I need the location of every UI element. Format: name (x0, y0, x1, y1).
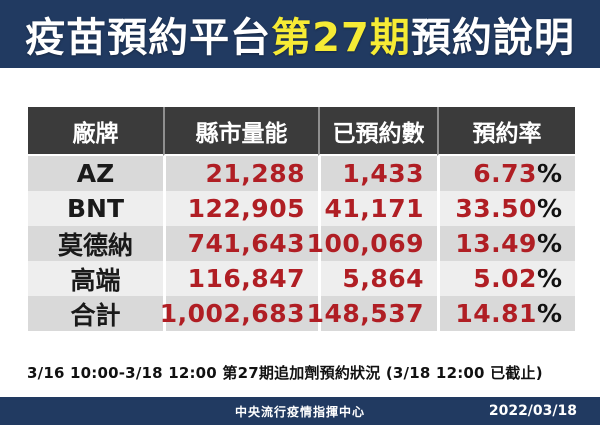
table-body: AZ 21,288 1,433 6.73% BNT 122,905 41,171… (28, 156, 575, 331)
reserved-value: 100,069 (306, 229, 424, 258)
rate-cell: 14.81% (437, 296, 575, 331)
percent-sign: % (536, 299, 562, 328)
title-bar: 疫苗預約平台第27期預約說明 (0, 0, 600, 68)
rate-cell: 13.49% (437, 226, 575, 261)
percent-sign: % (536, 229, 562, 258)
table-row-total: 合計 1,002,683 148,537 14.81% (28, 296, 575, 331)
vaccine-reservation-table: 廠牌 縣市量能 已預約數 預約率 AZ 21,288 1,433 6.73% B… (28, 107, 575, 331)
rate-value: 6.73 (473, 159, 537, 188)
capacity-cell: 21,288 (163, 156, 318, 191)
page-title: 疫苗預約平台第27期預約說明 (25, 5, 575, 63)
footer-organization: 中央流行疫情指揮中心 (234, 404, 365, 419)
title-part2: 預約說明 (410, 15, 575, 61)
rate-value: 5.02 (473, 264, 537, 293)
capacity-value: 122,905 (187, 194, 305, 223)
capacity-value: 21,288 (205, 159, 305, 188)
capacity-value: 116,847 (187, 264, 305, 293)
footnote-period-status: 3/16 10:00-3/18 12:00 第27期追加劑預約狀況 (3/18 … (27, 364, 543, 382)
title-part1: 疫苗預約平台 (25, 15, 272, 61)
footer-date: 2022/03/18 (488, 403, 577, 419)
percent-sign: % (536, 159, 562, 188)
capacity-cell: 1,002,683 (159, 296, 318, 331)
reserved-cell: 41,171 (318, 191, 437, 226)
brand-cell: 莫德納 (28, 226, 163, 261)
brand-cell: BNT (28, 191, 163, 226)
reserved-value: 41,171 (324, 194, 424, 223)
brand-cell: AZ (28, 156, 163, 191)
header-rate: 預約率 (437, 107, 575, 156)
table-header-row: 廠牌 縣市量能 已預約數 預約率 (28, 107, 575, 156)
table-row-az: AZ 21,288 1,433 6.73% (28, 156, 575, 191)
reserved-cell: 148,537 (307, 296, 437, 331)
capacity-cell: 122,905 (163, 191, 318, 226)
rate-value: 33.50 (455, 194, 537, 223)
reserved-value: 5,864 (342, 264, 424, 293)
rate-cell: 33.50% (437, 191, 575, 226)
capacity-value: 1,002,683 (159, 299, 305, 328)
rate-cell: 6.73% (437, 156, 575, 191)
reserved-value: 148,537 (306, 299, 424, 328)
rate-value: 13.49 (455, 229, 537, 258)
capacity-cell: 741,643 (163, 226, 318, 261)
reserved-cell: 1,433 (318, 156, 437, 191)
footer-bar: 中央流行疫情指揮中心 2022/03/18 (0, 397, 600, 425)
reserved-value: 1,433 (342, 159, 424, 188)
table-row-bnt: BNT 122,905 41,171 33.50% (28, 191, 575, 226)
brand-cell: 高端 (28, 261, 163, 296)
percent-sign: % (536, 194, 562, 223)
header-reserved: 已預約數 (318, 107, 437, 156)
capacity-cell: 116,847 (163, 261, 318, 296)
table-row-medigen: 高端 116,847 5,864 5.02% (28, 261, 575, 296)
table-row-moderna: 莫德納 741,643 100,069 13.49% (28, 226, 575, 261)
header-brand: 廠牌 (28, 107, 163, 156)
rate-value: 14.81 (455, 299, 537, 328)
reserved-cell: 100,069 (307, 226, 437, 261)
percent-sign: % (536, 264, 562, 293)
capacity-value: 741,643 (187, 229, 305, 258)
header-capacity: 縣市量能 (163, 107, 318, 156)
title-round-highlight: 第27期 (271, 15, 411, 61)
rate-cell: 5.02% (437, 261, 575, 296)
reserved-cell: 5,864 (318, 261, 437, 296)
brand-cell: 合計 (28, 296, 163, 331)
